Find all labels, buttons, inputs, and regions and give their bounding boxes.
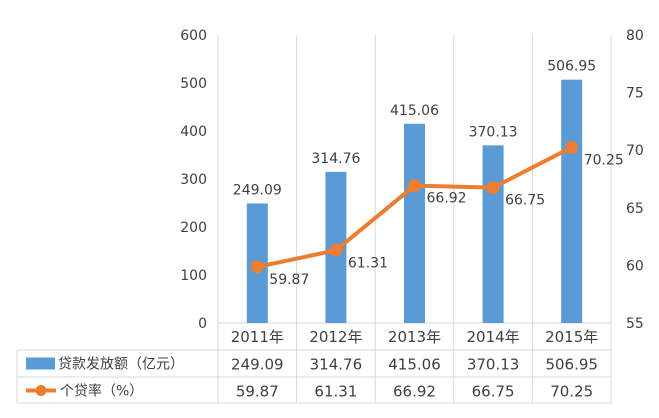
x-tick-label: 2015年 <box>545 328 598 346</box>
line-data-label: 66.75 <box>505 193 545 209</box>
x-tick-label: 2014年 <box>467 328 520 346</box>
table-cell-line: 70.25 <box>550 383 593 401</box>
y-left-tick-label: 400 <box>180 124 207 140</box>
y-left-tick-label: 600 <box>180 28 207 44</box>
legend-key-marker <box>35 385 47 396</box>
line-data-label: 66.92 <box>427 191 467 207</box>
table-cell-bar: 314.76 <box>310 356 363 374</box>
table-cell-bar: 249.09 <box>231 356 284 374</box>
y-left-tick-label: 200 <box>180 220 207 236</box>
line-point <box>408 179 421 193</box>
x-tick-label: 2012年 <box>309 328 362 346</box>
table-cell-line: 66.92 <box>393 383 436 401</box>
data-labels: 249.09 314.76 415.06 370.13 506.95 59.87 61.31… <box>233 59 624 288</box>
bar-data-label: 415.06 <box>390 103 439 119</box>
bar <box>404 123 425 323</box>
line-point <box>329 243 343 257</box>
y-axis-left: 0 100 200 300 400 500 600 <box>180 28 207 332</box>
x-tick-label: 2011年 <box>231 328 284 346</box>
table-cell-bar: 415.06 <box>388 356 441 374</box>
line-data-label: 70.25 <box>584 152 624 168</box>
y-right-tick-label: 55 <box>626 316 644 332</box>
y-right-tick-label: 70 <box>626 143 644 159</box>
line-point <box>565 140 579 154</box>
bar <box>482 145 504 323</box>
line-data-label: 59.87 <box>269 272 309 288</box>
y-left-tick-label: 0 <box>198 316 207 332</box>
line-series <box>250 140 579 274</box>
y-left-tick-label: 300 <box>180 172 207 188</box>
legend-label-bar: 贷款发放额（亿元） <box>58 357 184 373</box>
y-right-tick-label: 65 <box>626 201 644 217</box>
y-right-tick-label: 80 <box>626 28 644 44</box>
table-cell-bar: 506.95 <box>545 356 598 374</box>
y-right-tick-label: 75 <box>626 86 644 102</box>
table-cell-line: 61.31 <box>314 383 357 401</box>
legend-label-line: 个贷率（%） <box>60 383 143 400</box>
bar-data-label: 370.13 <box>469 124 518 140</box>
line-point <box>486 181 500 195</box>
bar-data-label: 314.76 <box>311 151 360 167</box>
y-axis-right: 55 60 65 70 75 80 <box>626 28 644 332</box>
y-left-tick-label: 100 <box>180 268 207 284</box>
bar-data-label: 249.09 <box>233 182 282 198</box>
table-cell-line: 66.75 <box>472 383 515 401</box>
bar-data-label: 506.95 <box>547 59 596 75</box>
y-right-tick-label: 60 <box>626 258 644 274</box>
table-cell-bar: 370.13 <box>467 356 520 374</box>
table-cell-line: 59.87 <box>236 383 279 401</box>
line-data-label: 61.31 <box>348 255 388 271</box>
legend-key-bar <box>26 357 55 370</box>
bar <box>561 79 583 323</box>
line-point <box>250 260 264 274</box>
x-tick-label: 2013年 <box>388 328 441 346</box>
y-left-tick-label: 500 <box>180 76 207 92</box>
